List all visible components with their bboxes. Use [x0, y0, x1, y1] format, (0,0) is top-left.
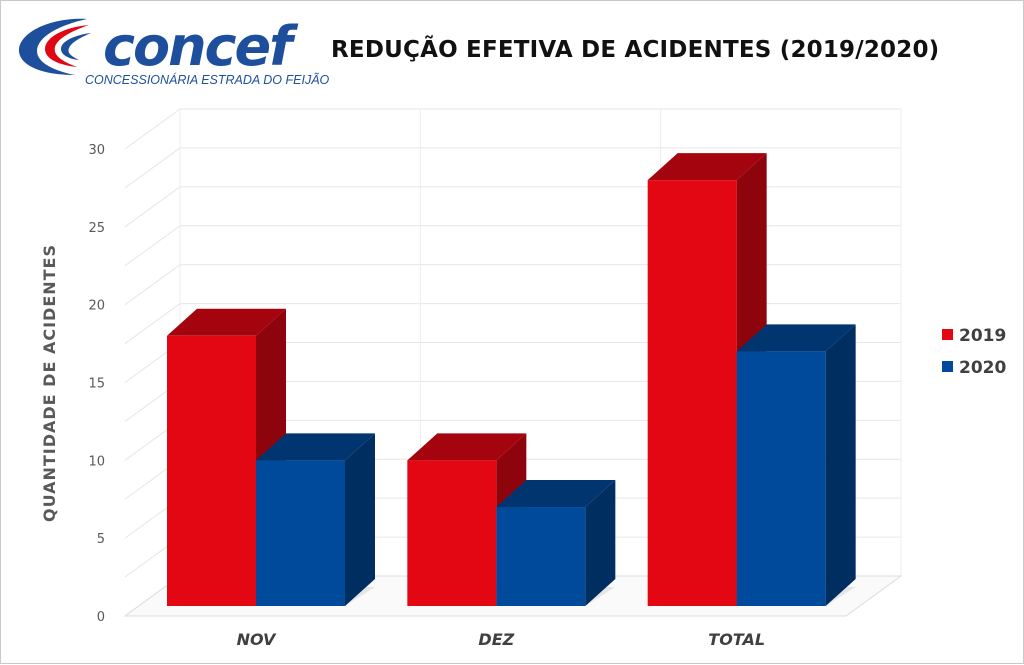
- gridline-side: [124, 186, 181, 228]
- chart-bars: [167, 153, 856, 606]
- y-axis-label: QUANTIDADE DE ACIDENTES: [40, 244, 59, 522]
- x-category-label: NOV: [237, 630, 277, 649]
- y-tick-label: 25: [88, 221, 105, 236]
- gridline-side: [124, 264, 181, 306]
- gridline-side: [124, 108, 181, 150]
- gridline-side: [124, 303, 181, 344]
- y-tick-label: 5: [97, 532, 105, 547]
- bar-dez-2020: [496, 480, 616, 606]
- chart-title: REDUÇÃO EFETIVA DE ACIDENTES (2019/2020): [331, 37, 940, 63]
- concef-logo: concef CONCESSIONÁRIA ESTRADA DO FEIJÃO: [15, 13, 329, 93]
- y-tick-label: 30: [88, 143, 105, 158]
- y-axis-ticks: 0 5 10 15 20 25 30: [88, 143, 105, 625]
- gridline-side: [124, 147, 181, 189]
- bar-total-2020: [736, 324, 856, 606]
- x-category-label: TOTAL: [708, 630, 765, 649]
- logo-tagline: CONCESSIONÁRIA ESTRADA DO FEIJÃO: [85, 73, 330, 87]
- chart-legend: 2019 2020: [942, 326, 1006, 378]
- concef-swoosh-icon: [18, 18, 91, 75]
- legend-swatch-2020: [942, 361, 953, 372]
- legend-label-2019: 2019: [959, 326, 1006, 346]
- y-tick-label: 15: [88, 377, 105, 392]
- logo-wordmark: concef: [103, 15, 293, 78]
- legend-label-2020: 2020: [959, 358, 1006, 378]
- gridline-side: [124, 225, 181, 267]
- legend-swatch-2019: [942, 329, 953, 340]
- y-tick-label: 20: [88, 299, 105, 314]
- x-axis-categories: NOV DEZ TOTAL: [237, 630, 765, 649]
- bar-nov-2020: [256, 433, 375, 606]
- x-category-label: DEZ: [478, 630, 514, 649]
- y-tick-label: 0: [97, 610, 105, 625]
- y-tick-label: 10: [88, 454, 105, 469]
